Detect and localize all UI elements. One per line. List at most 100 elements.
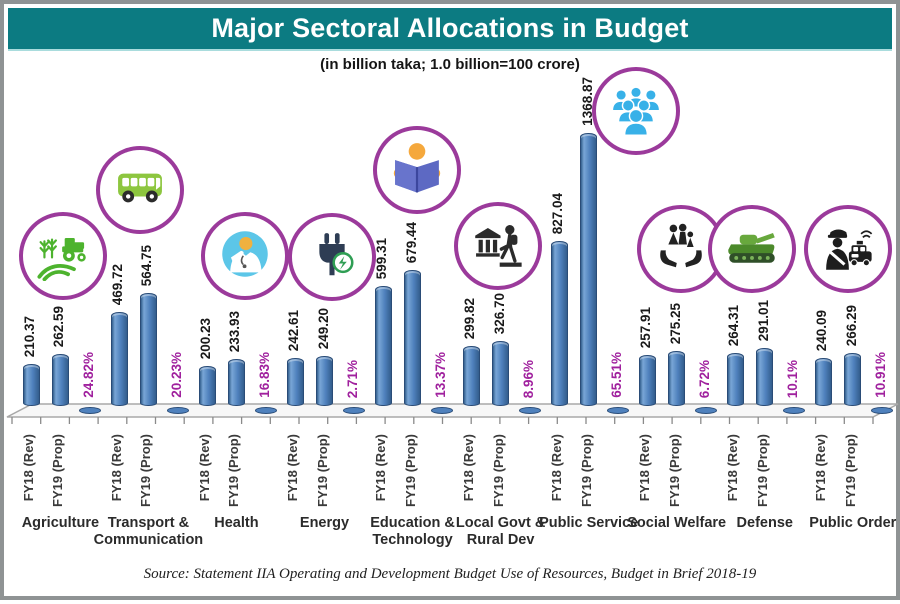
growth-marker (78, 407, 101, 414)
category-label: Agriculture (21, 515, 100, 531)
growth-marker (783, 407, 806, 414)
growth-marker (607, 407, 629, 414)
sector-icon-circle (708, 205, 796, 293)
category-label: Health (214, 515, 259, 531)
sector-icon-circle (454, 202, 542, 290)
police-icon (820, 219, 876, 280)
x-axis-series-label: FY18 (Rev) (285, 434, 301, 502)
bar-fy18-rev (22, 364, 40, 406)
bar-value-label: 242.61 (286, 309, 302, 351)
category-label: Energy (299, 515, 350, 531)
sector-icon-circle (96, 146, 184, 234)
agriculture-icon (36, 227, 90, 286)
title-banner: Major Sectoral Allocations in Budget (8, 8, 892, 51)
bar-fy18-rev (726, 353, 744, 406)
x-axis-series-label: FY19 (Prop) (578, 434, 594, 507)
growth-marker (430, 407, 453, 414)
x-axis-series-label: FY18 (Rev) (373, 434, 389, 502)
x-axis-series-label: FY18 (Rev) (21, 434, 36, 502)
category-label: Transport & Communication (93, 515, 204, 549)
growth-pct-label: 24.82% (80, 352, 96, 398)
bar-value-label: 275.25 (667, 302, 683, 344)
bar-value-label: 233.93 (227, 310, 243, 352)
growth-pct-label: 20.23% (168, 352, 184, 398)
bar-value-label: 257.91 (638, 306, 654, 348)
bar-fy18-rev (814, 358, 832, 406)
growth-marker (871, 407, 894, 414)
bar-value-label: 291.01 (755, 299, 771, 341)
bus-icon (113, 161, 167, 220)
category-label: Local Govt & Rural Dev (455, 515, 546, 549)
bar-chart: 210.37 FY18 (Rev) 262.59 FY19 (Prop) 24.82% A… (4, 4, 900, 604)
bar-fy19-prop (492, 341, 510, 406)
axis-ticks (11, 417, 874, 424)
education-icon (389, 140, 445, 201)
power-plug-icon (305, 228, 359, 287)
x-axis-series-label: FY18 (Rev) (813, 434, 829, 502)
public-service-crowd-icon (608, 81, 664, 142)
growth-marker (254, 407, 277, 414)
bar-value-label: 469.72 (110, 263, 126, 305)
page-title: Major Sectoral Allocations in Budget (211, 13, 689, 43)
bar-value-label: 200.23 (198, 317, 214, 359)
x-axis-series-label: FY19 (Prop) (50, 434, 66, 507)
growth-marker (518, 407, 541, 414)
x-axis-series-label: FY18 (Rev) (549, 434, 565, 502)
bar-fy19-prop (756, 348, 774, 406)
x-axis-series-label: FY19 (Prop) (138, 434, 154, 507)
bar-fy19-prop (227, 359, 245, 406)
category-label: Education & Technology (370, 515, 455, 549)
growth-marker (342, 407, 365, 414)
growth-marker (695, 407, 718, 414)
x-axis-series-label: FY18 (Rev) (637, 434, 653, 502)
bar-value-label: 262.59 (51, 305, 67, 347)
bar-fy19-prop (844, 353, 862, 406)
sector-icon-circle (288, 213, 376, 301)
x-axis-series-label: FY19 (Prop) (402, 434, 418, 507)
sector-icon-circle (373, 126, 461, 214)
bar-fy18-rev (462, 346, 480, 406)
bar-value-label: 249.20 (315, 307, 331, 349)
sector-icon-circle (201, 212, 289, 300)
x-axis-series-label: FY18 (Rev) (109, 434, 125, 502)
x-axis-series-label: FY19 (Prop) (226, 434, 242, 507)
category-label: Public Service (539, 515, 639, 531)
bar-value-label: 266.29 (843, 304, 859, 346)
x-axis-series-label: FY18 (Rev) (197, 434, 213, 502)
local-government-icon (471, 217, 525, 276)
bar-value-label: 564.75 (139, 244, 155, 286)
source-note: Source: Statement IIA Operating and Deve… (143, 566, 757, 582)
sector-icon-circle (592, 67, 680, 155)
bar-value-label: 326.70 (491, 292, 507, 334)
tank-icon (724, 219, 780, 280)
bar-fy18-rev (550, 241, 568, 406)
doctor-icon (217, 226, 273, 287)
bar-fy19-prop (404, 270, 422, 406)
category-label: Social Welfare (627, 515, 727, 531)
growth-pct-label: 65.51% (609, 352, 624, 398)
growth-pct-label: 10.91% (873, 352, 889, 398)
sector-icon-circle (804, 205, 892, 293)
bar-fy19-prop (668, 351, 686, 406)
bar-fy19-prop (51, 354, 69, 406)
sector-icon-circle (19, 212, 107, 300)
category-label: Public Order (809, 515, 897, 531)
chart-subtitle: (in billion taka; 1.0 billion=100 crore) (320, 56, 580, 73)
bar-fy18-rev (198, 366, 216, 406)
x-axis-series-label: FY19 (Prop) (842, 434, 858, 507)
bar-fy18-rev (286, 358, 304, 406)
bar-fy19-prop (139, 293, 157, 406)
bar-value-label: 827.04 (550, 192, 566, 234)
growth-pct-label: 6.72% (697, 359, 713, 398)
growth-pct-label: 8.96% (520, 359, 536, 398)
bar-fy19-prop (580, 133, 598, 406)
x-axis-series-label: FY18 (Rev) (725, 434, 741, 502)
x-axis-series-label: FY19 (Prop) (666, 434, 682, 507)
x-axis-series-label: FY19 (Prop) (490, 434, 506, 507)
bar-value-label: 264.31 (726, 304, 742, 346)
growth-pct-label: 10.1% (785, 359, 801, 398)
social-welfare-icon (654, 220, 708, 279)
bar-fy19-prop (316, 356, 333, 406)
bar-fy18-rev (374, 286, 392, 406)
category-label: Defense (736, 515, 793, 531)
